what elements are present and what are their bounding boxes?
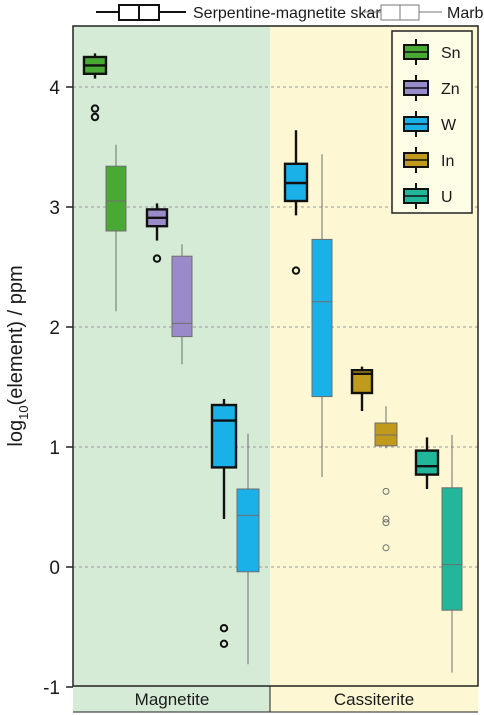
legend-skarn-label: Serpentine-magnetite skarn	[193, 5, 390, 22]
box-body	[374, 422, 398, 447]
y-axis-label: log10(element) / ppm	[5, 265, 31, 446]
outlier-2	[382, 519, 390, 527]
y-tick-label-5: -1	[43, 678, 60, 699]
y-tick-label-2: 2	[49, 318, 60, 339]
legend-label: Zn	[441, 81, 460, 98]
box-cassiterite-in-skarn	[350, 366, 374, 411]
box-body	[441, 487, 463, 611]
box-magnetite-w-marble	[236, 433, 260, 665]
box-body	[210, 403, 238, 469]
box-magnetite-sn-marble	[105, 144, 127, 312]
box-body	[414, 449, 440, 476]
group-background-magnetite	[73, 26, 270, 686]
rock-type-legend: Serpentine-magnetite skarn Marble	[96, 4, 484, 22]
group-label-cassiterite: Cassiterite	[334, 690, 414, 709]
plot-frame	[72, 25, 479, 687]
outlier-0	[219, 624, 229, 633]
box-body	[350, 369, 374, 395]
element-legend-item-zn: Zn	[403, 75, 460, 101]
element-legend-item-sn: Sn	[403, 39, 461, 65]
y-axis: 4 3 2 1 0 -1	[43, 78, 73, 699]
y-tick-label-1: 3	[49, 198, 60, 219]
box-body	[105, 165, 127, 232]
element-legend-item-in: In	[403, 147, 454, 173]
outlier-3	[382, 544, 390, 552]
box-cassiterite-in-marble	[374, 406, 398, 552]
box-body	[236, 488, 260, 573]
legend-marble-label: Marble	[447, 5, 484, 22]
legend-label: W	[441, 117, 457, 134]
outlier-1	[382, 515, 390, 523]
box-cassiterite-u-skarn	[414, 437, 440, 489]
box-body	[171, 255, 193, 338]
outlier-0	[382, 487, 390, 495]
y-tick-label-3: 1	[49, 438, 60, 459]
legend-label: Sn	[441, 45, 461, 62]
legend-label: U	[441, 189, 453, 206]
y-tick-label-4: 0	[49, 558, 60, 579]
box-series	[82, 53, 463, 673]
outlier-1	[90, 112, 100, 122]
box-cassiterite-w-skarn	[283, 130, 309, 275]
outlier-0	[152, 254, 162, 263]
outlier-0	[90, 104, 100, 113]
element-legend: Sn Zn W In U	[391, 30, 473, 214]
box-magnetite-sn-skarn	[82, 53, 108, 122]
element-legend-items: Sn Zn W In U	[403, 39, 461, 209]
box-magnetite-zn-skarn	[145, 203, 169, 263]
group-label-band-cassiterite	[270, 686, 478, 712]
outlier-0	[291, 266, 301, 275]
outlier-1	[219, 639, 229, 648]
box-magnetite-zn-marble	[171, 244, 193, 365]
y-tick-label-0: 4	[49, 78, 60, 99]
box-body	[311, 238, 333, 398]
legend-label: In	[441, 153, 454, 170]
box-cassiterite-w-marble	[311, 154, 333, 477]
box-magnetite-w-skarn	[210, 399, 238, 648]
group-label-magnetite: Magnetite	[135, 690, 210, 709]
box-cassiterite-u-marble	[441, 435, 463, 673]
element-legend-item-u: U	[403, 183, 453, 209]
group-label-band-magnetite	[73, 686, 270, 712]
element-legend-item-w: W	[403, 111, 457, 137]
